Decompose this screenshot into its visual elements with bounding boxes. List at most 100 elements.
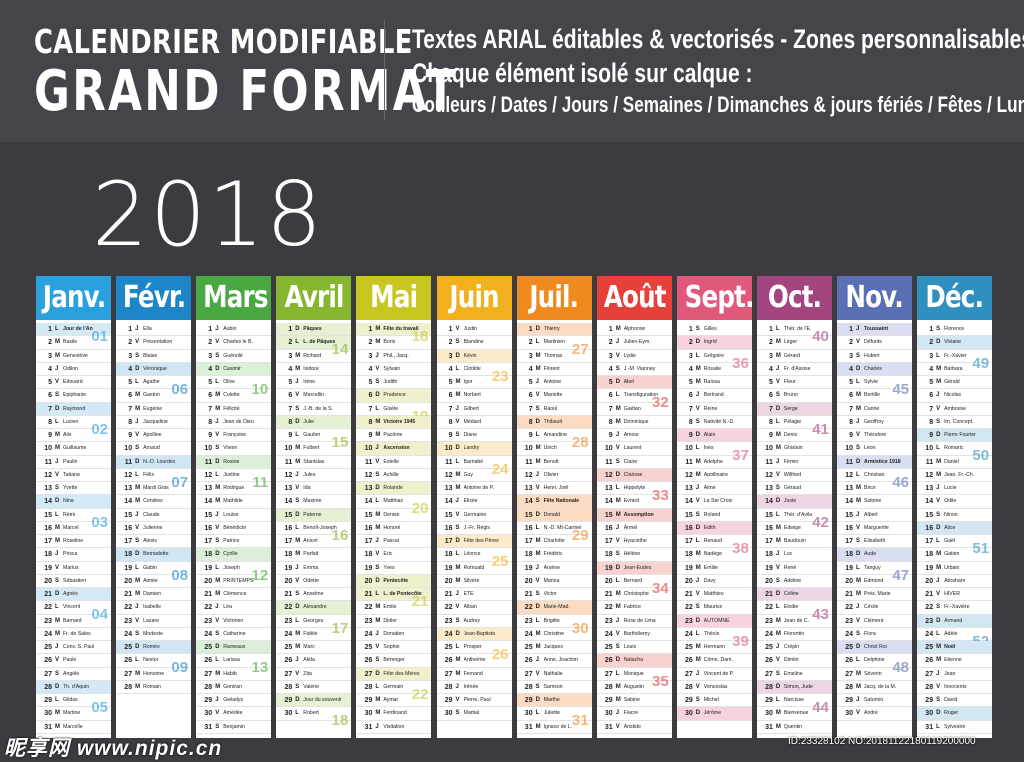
week-number: 29 [571,526,589,544]
day-number: 6 [768,392,773,400]
day-row: 3 M Geneviève [36,350,111,363]
day-letter: J [455,683,459,690]
day-number: 23 [444,617,453,625]
day-number: 12 [44,471,52,479]
day-number: 19 [604,564,613,572]
day-row: 9 M Pacôme [356,429,432,443]
day-number: 24 [685,630,693,638]
day-letter: L [615,577,620,584]
saint-name: Juste [783,498,797,505]
day-row: 22 M Emile [356,601,432,615]
day-letter: M [775,630,781,637]
day-row: 17 M Baudouin [756,535,832,549]
month-column: Avril 1 D Pâques 2 L L. de Pâques 14 3 M Richard 4 M… [276,276,352,738]
day-row: 26 L Delphine 48 [837,654,912,675]
day-number: 13 [364,485,373,492]
day-letter: M [55,723,60,730]
day-letter: M [135,498,141,505]
day-letter: D [695,524,701,531]
saint-name: Séverin [864,670,882,677]
saint-name: Gautier [303,432,321,438]
saint-name: Mardi Gras [143,485,169,491]
day-row: 8 L Lucien 02 [36,416,111,437]
day-letter: L [135,379,139,385]
saint-name: Fr. de Sales [63,630,91,637]
day-row: 15 D Donald [516,508,592,522]
day-letter: D [55,498,60,505]
saint-name: Lucien [63,418,79,425]
day-number: 7 [929,405,934,413]
day-number: 16 [124,524,133,532]
day-number: 19 [364,564,373,572]
day-row: 7 M Eugénie [116,403,192,416]
day-row: 18 M Parfait [276,548,352,562]
saint-name: Matthieu [703,591,724,597]
month-column: Juil. 1 D Thierry 2 L Martinien 27 3 M Thomas 4 M Flo… [516,276,592,738]
day-number: 30 [925,710,934,718]
month-name: Août [596,276,672,320]
day-letter: M [775,524,781,531]
week-number: 34 [652,579,669,597]
day-number: 9 [849,432,853,439]
week-number: 14 [331,341,349,359]
day-number: 5 [849,379,853,386]
day-letter: S [215,445,220,452]
saint-name: Saturnin [864,697,884,703]
day-letter: M [615,418,621,425]
day-number: 19 [765,564,773,572]
day-number: 17 [44,538,52,545]
day-letter: M [135,577,141,584]
day-letter: J [455,591,459,597]
day-number: 11 [765,458,773,466]
day-number: 12 [524,471,533,479]
saint-name: Edith [703,524,716,531]
day-letter: M [375,511,381,518]
day-row: 27 L Monique 35 [596,668,672,689]
saint-name: Brigitte [543,617,560,624]
month-name-label: Déc. [925,280,985,315]
saint-name: Conv. S. Paul [63,644,95,650]
day-letter: S [295,591,300,597]
day-row: 6 L Transfiguration 32 [596,389,672,410]
day-letter: J [775,644,780,650]
saint-name: Ascension [383,445,410,452]
day-row: 1 V Justin [436,323,512,337]
saint-name: Jean-Baptiste [463,630,496,637]
day-letter: J [215,326,219,332]
day-letter: M [535,352,541,359]
day-letter: M [295,445,301,452]
day-row: 8 J Jacqueline [116,416,192,429]
day-number: 24 [444,630,453,638]
saint-name: Rose de Lima [623,617,656,624]
day-number: 3 [448,352,453,360]
day-number: 5 [768,379,773,386]
day-letter: S [55,485,60,491]
day-number: 18 [204,551,213,559]
saint-name: Frédéric [543,551,563,558]
day-number: 24 [604,630,613,638]
day-row: 20 D Pentecôte [356,574,432,588]
day-number: 11 [364,458,373,466]
day-row: 24 M Fr. de Sales [36,628,111,641]
day-letter: M [695,564,701,571]
week-number: 44 [812,699,829,716]
day-letter: V [135,617,140,624]
day-row: 4 M Rosalie [676,363,752,376]
day-letter: M [936,471,942,478]
day-row: 27 V Nathalie [516,668,592,681]
day-number: 14 [524,498,533,506]
day-row: 11 S Claire [596,456,672,469]
month-name: Déc. [917,276,993,320]
saint-name: Fr.-Xavier [944,352,967,359]
saint-name: Clément [864,617,884,624]
day-letter: V [55,471,60,478]
saint-name: Bénédicte [223,524,247,531]
day-letter: M [375,524,381,531]
day-row: 23 D Armand [917,614,993,628]
day-number: 20 [124,577,133,585]
day-number: 14 [765,498,773,506]
day-row: 22 L Elodie 43 [756,601,832,622]
day-number: 10 [364,445,373,453]
day-row: 17 S Patrice [196,535,272,549]
day-row: 4 D Casimir [196,362,272,376]
